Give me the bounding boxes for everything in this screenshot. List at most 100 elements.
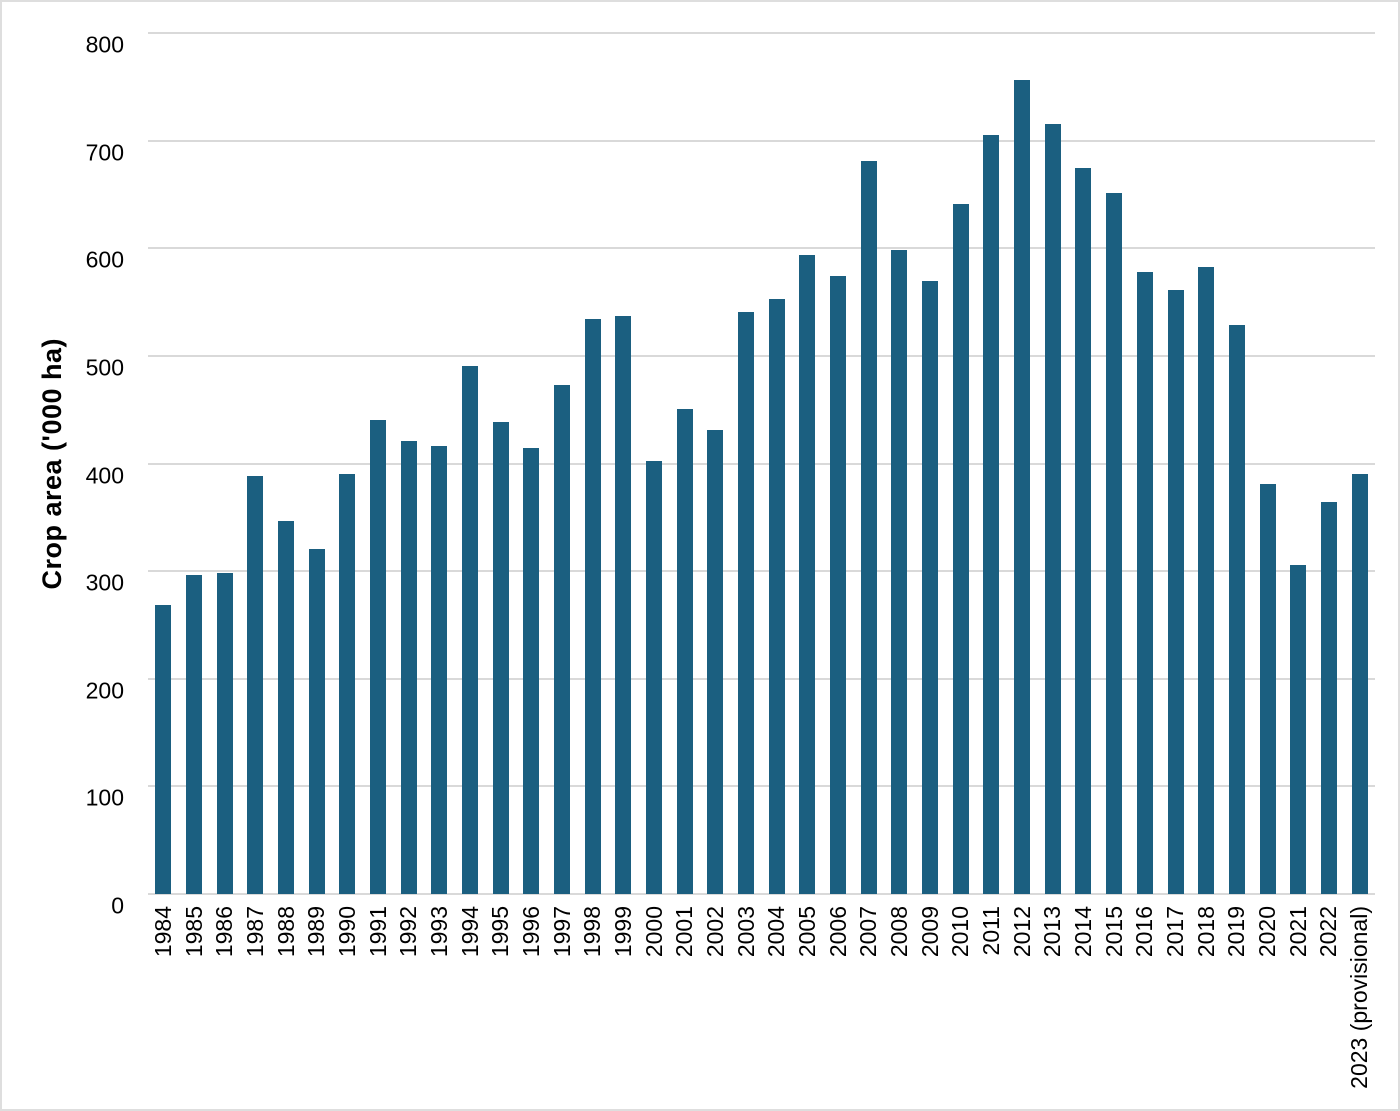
bar-slot-1987 <box>240 33 271 894</box>
x-slot-2009: 2009 <box>915 906 946 1109</box>
x-slot-2000: 2000 <box>639 906 670 1109</box>
bar-1998 <box>584 319 601 894</box>
x-slot-2015: 2015 <box>1099 906 1130 1109</box>
bar-slot-1993 <box>424 33 455 894</box>
bar-1994 <box>462 365 479 894</box>
x-slot-2008: 2008 <box>884 906 915 1109</box>
x-slot-2012: 2012 <box>1007 906 1038 1109</box>
bar-slot-2010 <box>945 33 976 894</box>
bar-1987 <box>247 476 264 894</box>
bar-1989 <box>308 548 325 894</box>
x-slot-1986: 1986 <box>209 906 240 1109</box>
bar-slot-1985 <box>179 33 210 894</box>
x-slot-2004: 2004 <box>761 906 792 1109</box>
x-tick-label-1992: 1992 <box>395 906 422 958</box>
x-tick-label-2007: 2007 <box>855 906 882 958</box>
bar-1997 <box>554 384 571 894</box>
x-slot-2001: 2001 <box>669 906 700 1109</box>
bars-container <box>148 33 1375 894</box>
bar-2001 <box>676 408 693 894</box>
bar-1984 <box>155 604 172 894</box>
x-slot-2021: 2021 <box>1283 906 1314 1109</box>
x-slot-1991: 1991 <box>363 906 394 1109</box>
bar-2017 <box>1167 290 1184 894</box>
x-tick-label-2003: 2003 <box>732 906 759 958</box>
bar-2016 <box>1136 271 1153 894</box>
bar-slot-2022 <box>1314 33 1345 894</box>
x-slot-1994: 1994 <box>455 906 486 1109</box>
y-tick-label-300: 300 <box>85 569 124 596</box>
bar-2004 <box>768 298 785 894</box>
bar-1990 <box>339 474 356 894</box>
x-tick-label-2012: 2012 <box>1008 906 1035 958</box>
bar-slot-2016 <box>1130 33 1161 894</box>
bar-slot-2004 <box>761 33 792 894</box>
x-tick-label-2021: 2021 <box>1284 906 1311 958</box>
bar-slot-1998 <box>577 33 608 894</box>
x-tick-label-2010: 2010 <box>947 906 974 958</box>
x-tick-label-1995: 1995 <box>487 906 514 958</box>
y-axis-tick-labels: 0 100 200 300 400 500 600 700 800 <box>2 31 132 919</box>
plot-area <box>148 32 1375 895</box>
x-slot-1999: 1999 <box>608 906 639 1109</box>
bar-slot-1992 <box>393 33 424 894</box>
x-slot-2003: 2003 <box>731 906 762 1109</box>
bar-2008 <box>891 250 908 894</box>
x-slot-1998: 1998 <box>577 906 608 1109</box>
x-slot-2007: 2007 <box>853 906 884 1109</box>
gridline-500 <box>148 354 1375 357</box>
gridline-700 <box>148 139 1375 142</box>
y-tick-label-700: 700 <box>85 139 124 166</box>
bar-slot-2007 <box>853 33 884 894</box>
x-axis-tick-labels: 1984 1985 1986 1987 1988 1989 1990 1991 1992 1993… <box>148 906 1375 1109</box>
bar-1988 <box>278 520 295 894</box>
x-tick-label-1998: 1998 <box>579 906 606 958</box>
x-slot-1984: 1984 <box>148 906 179 1109</box>
bar-slot-2009 <box>915 33 946 894</box>
bar-slot-2023 (provisional) <box>1344 33 1375 894</box>
bar-2011 <box>983 135 1000 894</box>
x-tick-label-2014: 2014 <box>1069 906 1096 958</box>
x-tick-label-2008: 2008 <box>885 906 912 958</box>
bar-2014 <box>1075 167 1092 894</box>
x-slot-1989: 1989 <box>301 906 332 1109</box>
x-tick-label-1991: 1991 <box>364 906 391 958</box>
x-slot-2013: 2013 <box>1037 906 1068 1109</box>
x-tick-label-2017: 2017 <box>1162 906 1188 958</box>
bar-slot-2003 <box>731 33 762 894</box>
bar-2000 <box>646 461 663 894</box>
x-tick-label-2000: 2000 <box>640 906 667 958</box>
y-tick-label-500: 500 <box>85 354 124 381</box>
bar-slot-2014 <box>1068 33 1099 894</box>
bar-slot-1988 <box>271 33 302 894</box>
bar-slot-2006 <box>823 33 854 894</box>
y-tick-label-0: 0 <box>111 892 124 919</box>
x-slot-2020: 2020 <box>1252 906 1283 1109</box>
gridline-800 <box>148 32 1375 34</box>
gridline-0 <box>148 893 1375 895</box>
x-slot-1996: 1996 <box>516 906 547 1109</box>
x-slot-2011: 2011 <box>976 906 1007 1109</box>
x-tick-label-1993: 1993 <box>425 906 452 958</box>
bar-slot-2002 <box>700 33 731 894</box>
y-tick-label-400: 400 <box>85 462 124 488</box>
x-slot-2002: 2002 <box>700 906 731 1109</box>
bar-2015 <box>1106 193 1123 894</box>
x-tick-label-2020: 2020 <box>1254 906 1281 958</box>
bar-slot-2017 <box>1160 33 1191 894</box>
bar-1999 <box>615 316 632 894</box>
bar-slot-2000 <box>639 33 670 894</box>
y-tick-label-800: 800 <box>85 31 124 58</box>
x-tick-label-2023 (provisional): 2023 (provisional) <box>1346 906 1373 1089</box>
x-slot-2005: 2005 <box>792 906 823 1109</box>
bar-slot-2015 <box>1099 33 1130 894</box>
bar-slot-2001 <box>669 33 700 894</box>
x-slot-2022: 2022 <box>1314 906 1345 1109</box>
bar-slot-1994 <box>455 33 486 894</box>
y-tick-label-100: 100 <box>85 784 124 811</box>
bar-2002 <box>707 430 724 894</box>
y-tick-label-200: 200 <box>85 677 124 704</box>
bar-2007 <box>860 161 877 894</box>
x-tick-label-1989: 1989 <box>303 906 330 958</box>
